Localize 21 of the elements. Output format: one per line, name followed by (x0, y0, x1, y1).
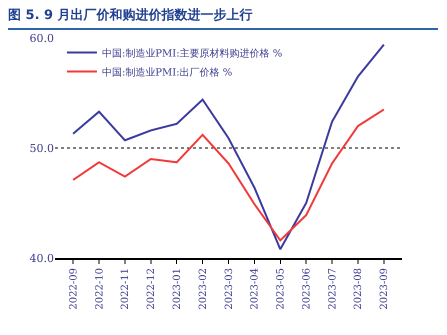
x-tick-label: 2023-02 (198, 268, 209, 310)
x-tick-label: 2023-06 (301, 268, 312, 310)
line-series (72, 108, 385, 242)
x-tick-label: 2022-11 (120, 268, 132, 310)
y-tick-label: 60.0 (30, 32, 54, 45)
line-series (72, 44, 385, 250)
x-tick-label: 2022-12 (146, 268, 158, 310)
legend-label: 中国:制造业PMI:出厂价格 % (102, 66, 232, 78)
x-tick-label: 2022-10 (94, 268, 106, 310)
chart-title: 图 5. 9 月出厂价和购进价指数进一步上行 (8, 6, 438, 30)
x-tick-label: 2023-09 (379, 268, 390, 310)
y-tick-label: 40.0 (30, 252, 54, 265)
x-tick-label: 2023-05 (276, 268, 287, 310)
x-tick-label: 2023-01 (172, 268, 183, 310)
x-tick-label: 2023-03 (224, 268, 235, 310)
y-tick-label: 50.0 (30, 142, 54, 155)
x-tick-label: 2022-09 (68, 268, 80, 310)
x-tick-label: 2023-08 (353, 268, 364, 310)
legend-label: 中国:制造业PMI:主要原材料购进价格 % (102, 47, 282, 60)
x-tick-label: 2023-04 (250, 268, 261, 310)
x-tick-label: 2023-07 (327, 268, 338, 310)
